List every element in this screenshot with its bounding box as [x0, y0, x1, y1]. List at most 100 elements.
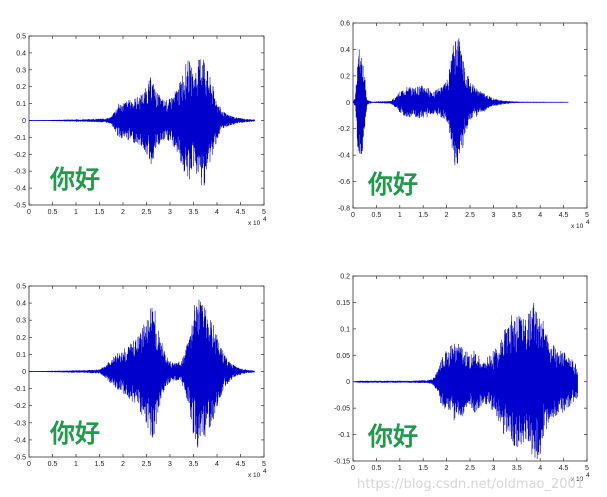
y-tick-label: 0.1 — [340, 326, 350, 333]
y-tick-label: -0.2 — [338, 126, 350, 133]
x-tick-label: 5 — [262, 461, 266, 468]
y-tick-label: -0.8 — [338, 206, 350, 213]
x-tick-label: 0.5 — [372, 212, 382, 219]
greeting-annotation: 你好 — [49, 165, 100, 194]
x-tick-label: 2.5 — [465, 465, 475, 472]
waveform-chart-2: 0.60.40.20-0.2-0.4-0.6-0.80 0.5 1 1.5 2 2.5 3 3… — [338, 21, 590, 231]
x-tick-label: 0.5 — [372, 465, 382, 472]
x-tick-label: 0 — [27, 461, 31, 468]
y-tick-label: -0.6 — [338, 179, 350, 186]
y-tick-label: 0 — [22, 118, 26, 125]
x-tick-label: 2.5 — [465, 212, 475, 219]
y-tick-label: -0.4 — [14, 437, 26, 444]
greeting-annotation: 你好 — [367, 422, 418, 451]
x-tick-label: 0 — [351, 465, 355, 472]
y-tick-label: 0 — [22, 369, 26, 376]
y-tick-label: -0.5 — [14, 203, 26, 210]
x-tick-label: 2.5 — [142, 209, 152, 216]
x-exponent-power: 4 — [263, 468, 267, 475]
x-tick-label: 1 — [74, 209, 78, 216]
y-tick-label: 0.5 — [16, 34, 26, 41]
x-tick-label: 3 — [168, 209, 172, 216]
x-tick-label: 1.5 — [95, 209, 105, 216]
x-tick-label: 3 — [168, 461, 172, 468]
x-tick-label: 0.5 — [48, 461, 58, 468]
y-tick-label: -0.3 — [14, 169, 26, 176]
greeting-annotation: 你好 — [367, 170, 418, 199]
x-tick-label: 1.5 — [95, 461, 105, 468]
x-tick-label: 4 — [215, 461, 219, 468]
x-tick-label: 4 — [538, 465, 542, 472]
x-exponent-label: x 10 — [571, 476, 584, 483]
y-tick-label: 0.2 — [340, 274, 350, 281]
y-tick-label: 0 — [346, 100, 350, 107]
x-tick-label: 0 — [351, 212, 355, 219]
x-tick-label: 4.5 — [559, 465, 569, 472]
x-exponent-label: x 10 — [571, 223, 584, 230]
x-exponent-label: x 10 — [248, 472, 261, 479]
watermark-text: https://blog.csdn.net/oldmao_2001 — [357, 477, 584, 492]
x-tick-label: 3 — [491, 465, 495, 472]
x-tick-label: 1 — [74, 461, 78, 468]
x-tick-label: 3.5 — [189, 461, 199, 468]
x-tick-label: 2 — [121, 209, 125, 216]
y-tick-label: 0.15 — [336, 300, 350, 307]
y-tick-label: 0.6 — [340, 21, 350, 28]
x-tick-label: 5 — [262, 209, 266, 216]
x-tick-label: 1.5 — [418, 212, 428, 219]
x-tick-label: 3.5 — [512, 465, 522, 472]
axes-frame — [352, 22, 588, 209]
y-tick-label: 0.3 — [16, 67, 26, 74]
x-exponent-power: 4 — [263, 216, 267, 223]
y-tick-label: -0.1 — [338, 432, 350, 439]
x-tick-label: 5 — [585, 212, 589, 219]
y-tick-label: 0.1 — [16, 101, 26, 108]
y-tick-label: -0.1 — [14, 135, 26, 142]
y-tick-label: 0.2 — [16, 335, 26, 342]
y-tick-label: 0 — [346, 379, 350, 386]
x-exponent-label: x 10 — [248, 220, 261, 227]
x-tick-label: 3.5 — [512, 212, 522, 219]
waveform-chart-4: 0.20.150.10.050-0.05-0.1-0.150 0.5 1 1.5 2 2.… — [334, 274, 590, 484]
x-tick-label: 2.5 — [142, 461, 152, 468]
x-tick-label: 4.5 — [236, 461, 246, 468]
x-tick-label: 4 — [538, 212, 542, 219]
y-tick-label: -0.15 — [334, 459, 350, 466]
x-exponent-power: 4 — [586, 219, 590, 226]
x-tick-label: 5 — [585, 465, 589, 472]
y-tick-label: 0.4 — [340, 47, 350, 54]
x-tick-label: 3 — [491, 212, 495, 219]
y-tick-label: -0.1 — [14, 386, 26, 393]
x-tick-label: 0.5 — [48, 209, 58, 216]
y-tick-label: 0.3 — [16, 318, 26, 325]
x-tick-label: 1 — [398, 212, 402, 219]
y-tick-label: -0.05 — [334, 406, 350, 413]
x-tick-label: 2 — [445, 212, 449, 219]
x-tick-label: 1.5 — [418, 465, 428, 472]
y-tick-label: 0.5 — [16, 284, 26, 291]
y-tick-label: 0.4 — [16, 50, 26, 57]
x-tick-label: 0 — [27, 209, 31, 216]
x-tick-label: 3.5 — [189, 209, 199, 216]
y-tick-label: 0.05 — [336, 353, 350, 360]
x-tick-label: 2 — [121, 461, 125, 468]
x-tick-label: 4 — [215, 209, 219, 216]
y-tick-label: 0.1 — [16, 352, 26, 359]
y-tick-label: 0.4 — [16, 301, 26, 308]
x-tick-label: 2 — [445, 465, 449, 472]
y-tick-label: 0.2 — [340, 73, 350, 80]
x-tick-label: 1 — [398, 465, 402, 472]
x-exponent-power: 4 — [586, 472, 590, 479]
waveform-chart-3: 0.50.40.30.20.10-0.1-0.2-0.3-0.4-0.50 0.5… — [14, 284, 267, 480]
greeting-annotation: 你好 — [49, 419, 100, 448]
x-tick-label: 4.5 — [559, 212, 569, 219]
y-tick-label: -0.5 — [14, 455, 26, 462]
y-tick-label: -0.4 — [338, 153, 350, 160]
y-tick-label: 0.2 — [16, 84, 26, 91]
y-tick-label: -0.2 — [14, 403, 26, 410]
waveform-chart-1: 0.50.40.30.20.10-0.1-0.2-0.3-0.4-0.50 0.5… — [14, 34, 267, 228]
y-tick-label: -0.3 — [14, 420, 26, 427]
y-tick-label: -0.4 — [14, 186, 26, 193]
x-tick-label: 4.5 — [236, 209, 246, 216]
